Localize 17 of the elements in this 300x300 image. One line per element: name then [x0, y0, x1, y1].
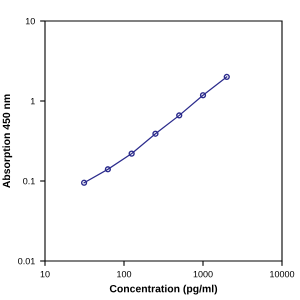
point — [104, 166, 111, 172]
x-tick-label: 10 — [40, 270, 50, 278]
y-axis-title: Absorption 450 nm — [2, 94, 12, 188]
y-tick-label: 1 — [30, 98, 35, 104]
point — [152, 130, 159, 137]
x-tick-label: 100 — [117, 270, 132, 278]
point — [176, 112, 182, 119]
point — [80, 180, 88, 186]
x-axis-title: Concentration (pg/ml) — [110, 284, 218, 294]
point — [128, 150, 135, 157]
x-tick-label: 10000 — [270, 270, 294, 278]
y-tick-label: 10 — [26, 18, 35, 24]
y-tick-label: 0.1 — [23, 178, 35, 184]
y-tick-label: 0.01 — [18, 258, 35, 264]
x-tick-label: 1000 — [194, 270, 213, 278]
point — [224, 74, 230, 80]
point — [200, 92, 206, 98]
